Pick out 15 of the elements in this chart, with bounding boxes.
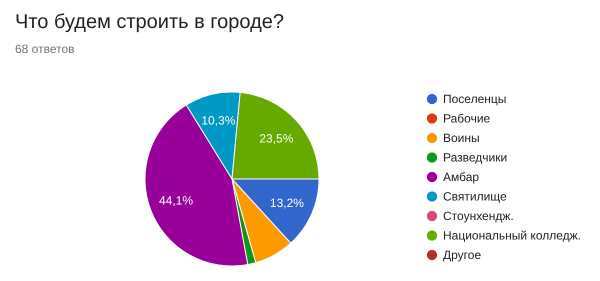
chart-title: Что будем строить в городе? <box>15 11 284 33</box>
legend-label: Рабочие <box>443 112 491 126</box>
legend-label: Другое <box>443 248 482 262</box>
legend-label: Поселенцы <box>443 92 506 106</box>
data-label: 23,5% <box>259 132 294 146</box>
text: 68 ответов <box>15 42 75 56</box>
data-label: 10,3% <box>201 114 236 128</box>
legend-label: Воины <box>443 131 480 145</box>
data-label: 44,1% <box>158 194 194 208</box>
data-label: 13,2% <box>270 196 304 210</box>
legend-label: Амбар <box>443 170 480 184</box>
legend-label: Святилище <box>443 190 508 204</box>
legend-label: Национальный колледж. <box>443 228 582 242</box>
legend-label: Стоунхендж. <box>443 209 514 223</box>
legend-label: Разведчики <box>443 150 508 164</box>
